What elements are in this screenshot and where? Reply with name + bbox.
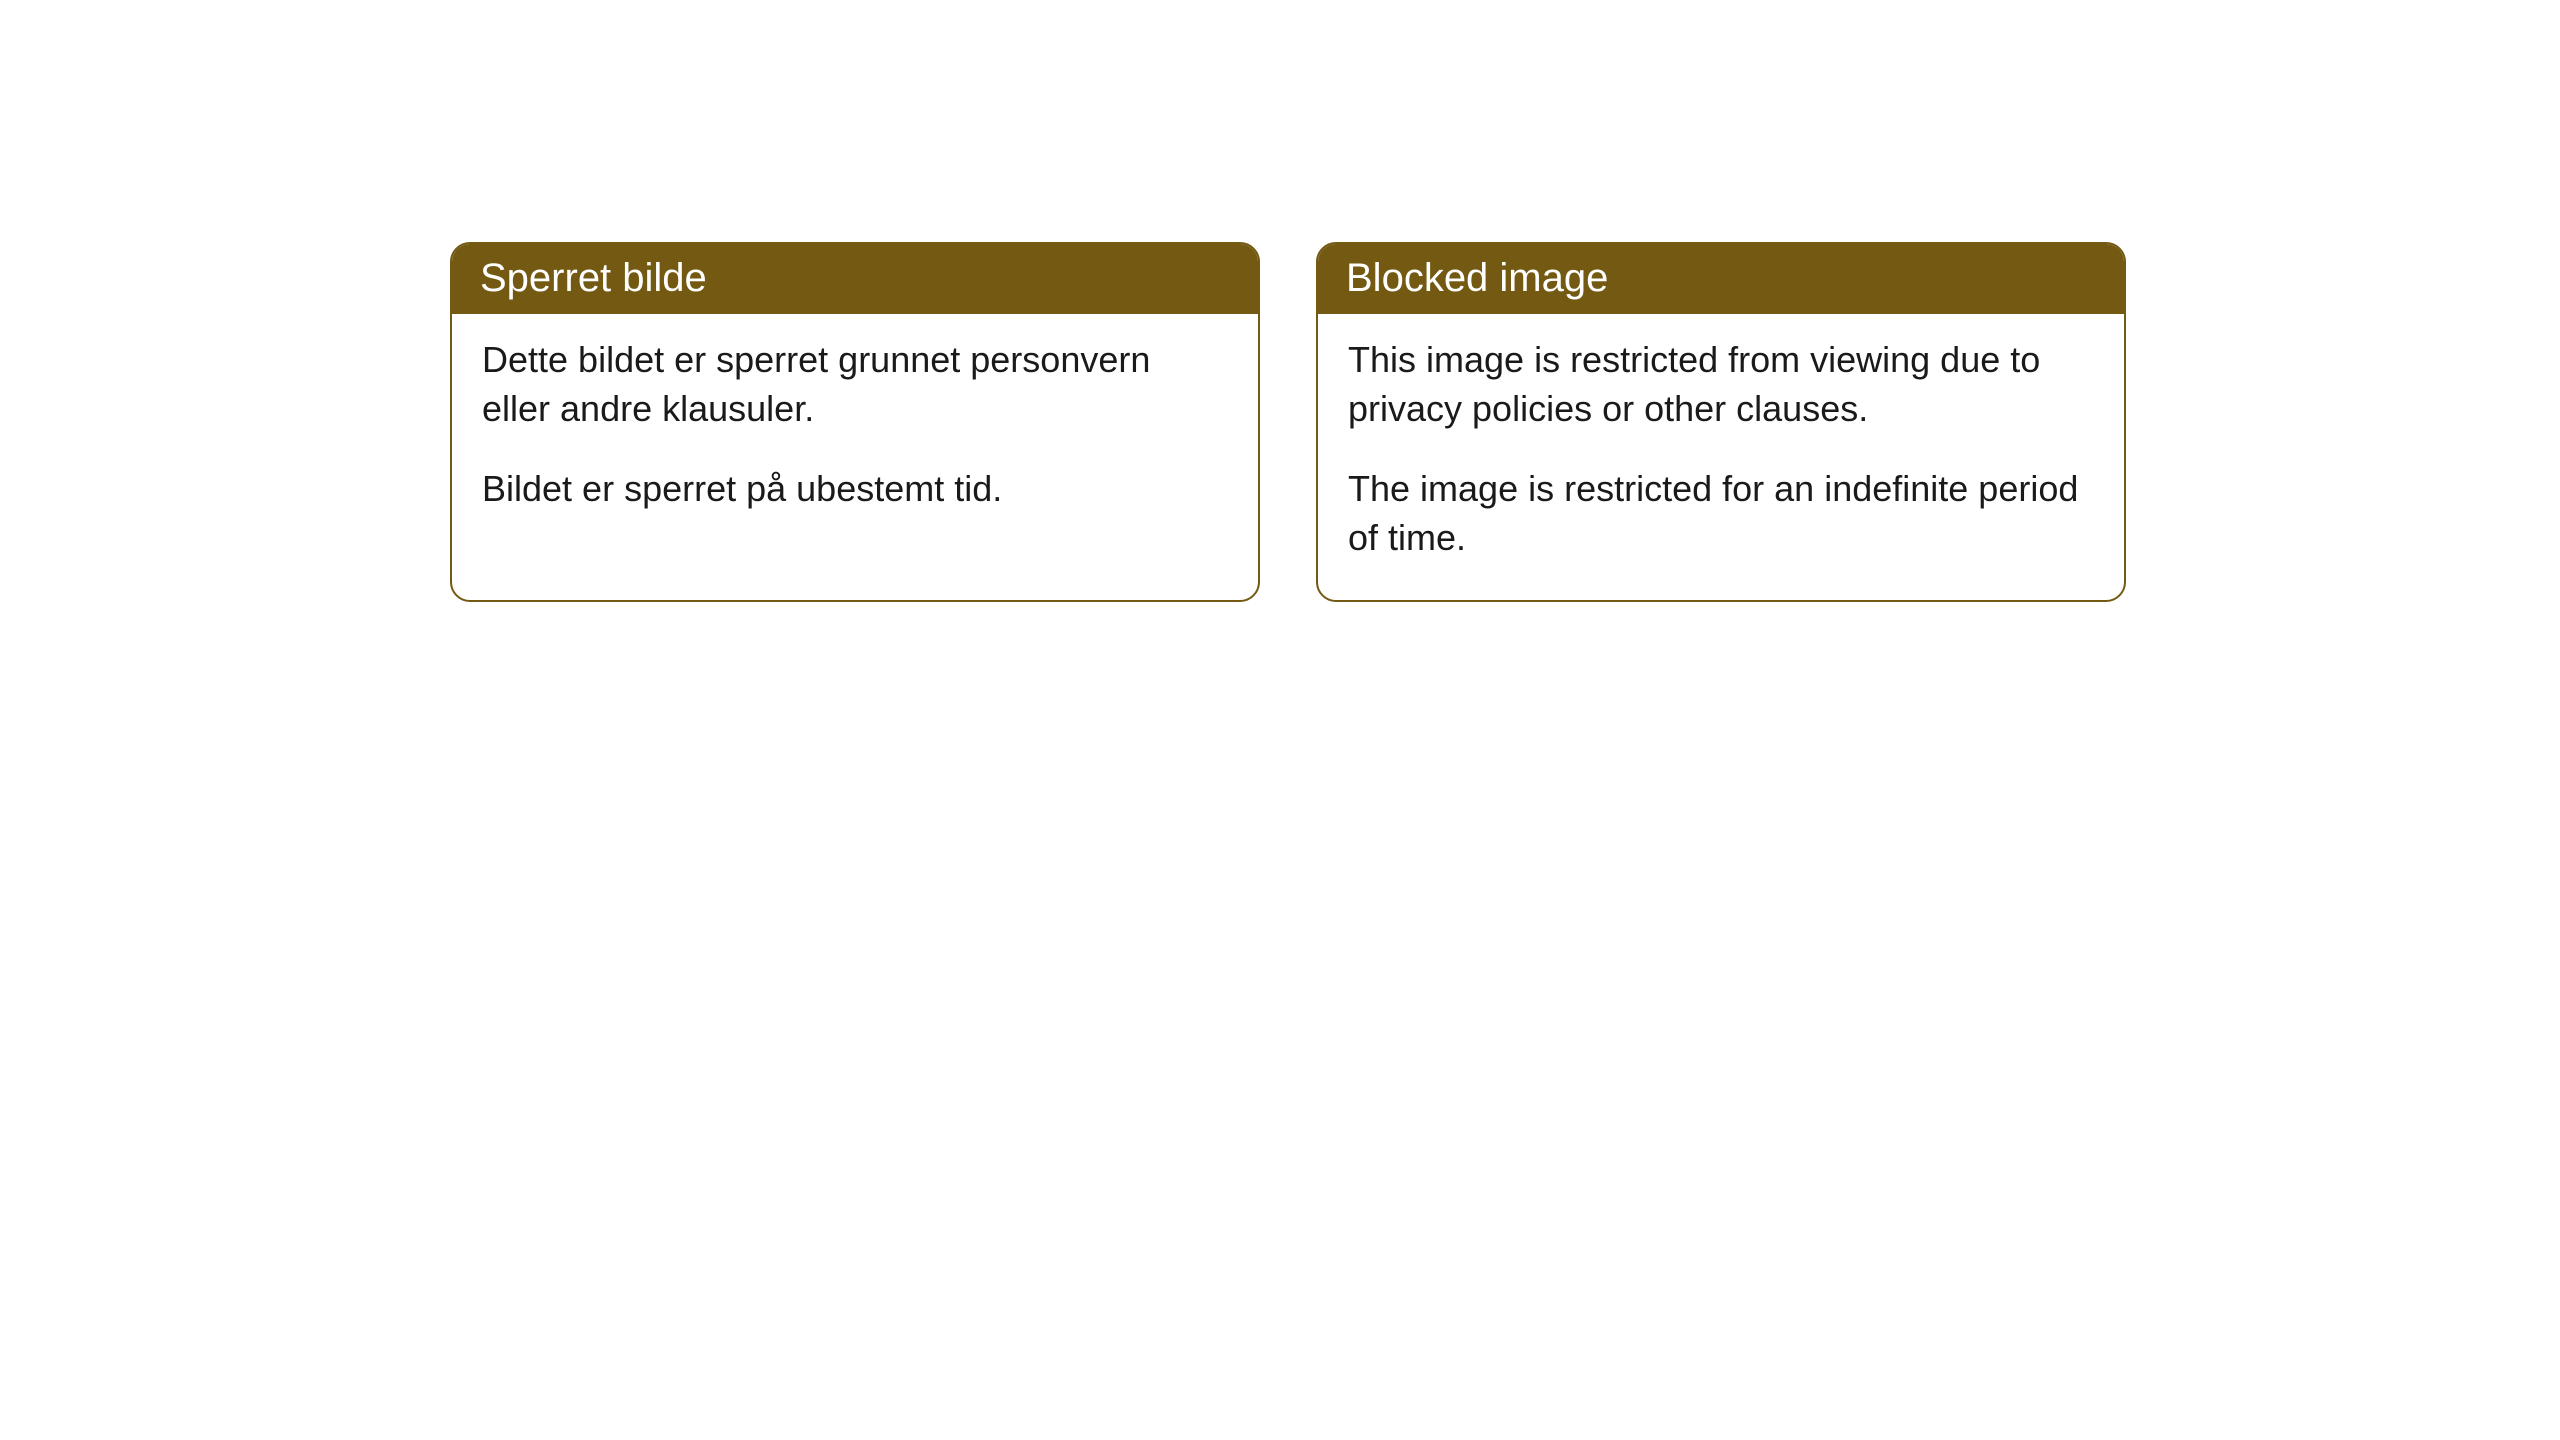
card-paragraph: The image is restricted for an indefinit… (1348, 465, 2094, 562)
card-body: This image is restricted from viewing du… (1318, 314, 2124, 600)
card-paragraph: Bildet er sperret på ubestemt tid. (482, 465, 1228, 514)
notice-cards-container: Sperret bilde Dette bildet er sperret gr… (450, 242, 2126, 602)
card-paragraph: Dette bildet er sperret grunnet personve… (482, 336, 1228, 433)
card-header: Sperret bilde (452, 244, 1258, 314)
card-paragraph: This image is restricted from viewing du… (1348, 336, 2094, 433)
blocked-image-card-en: Blocked image This image is restricted f… (1316, 242, 2126, 602)
card-body: Dette bildet er sperret grunnet personve… (452, 314, 1258, 552)
blocked-image-card-no: Sperret bilde Dette bildet er sperret gr… (450, 242, 1260, 602)
card-header: Blocked image (1318, 244, 2124, 314)
